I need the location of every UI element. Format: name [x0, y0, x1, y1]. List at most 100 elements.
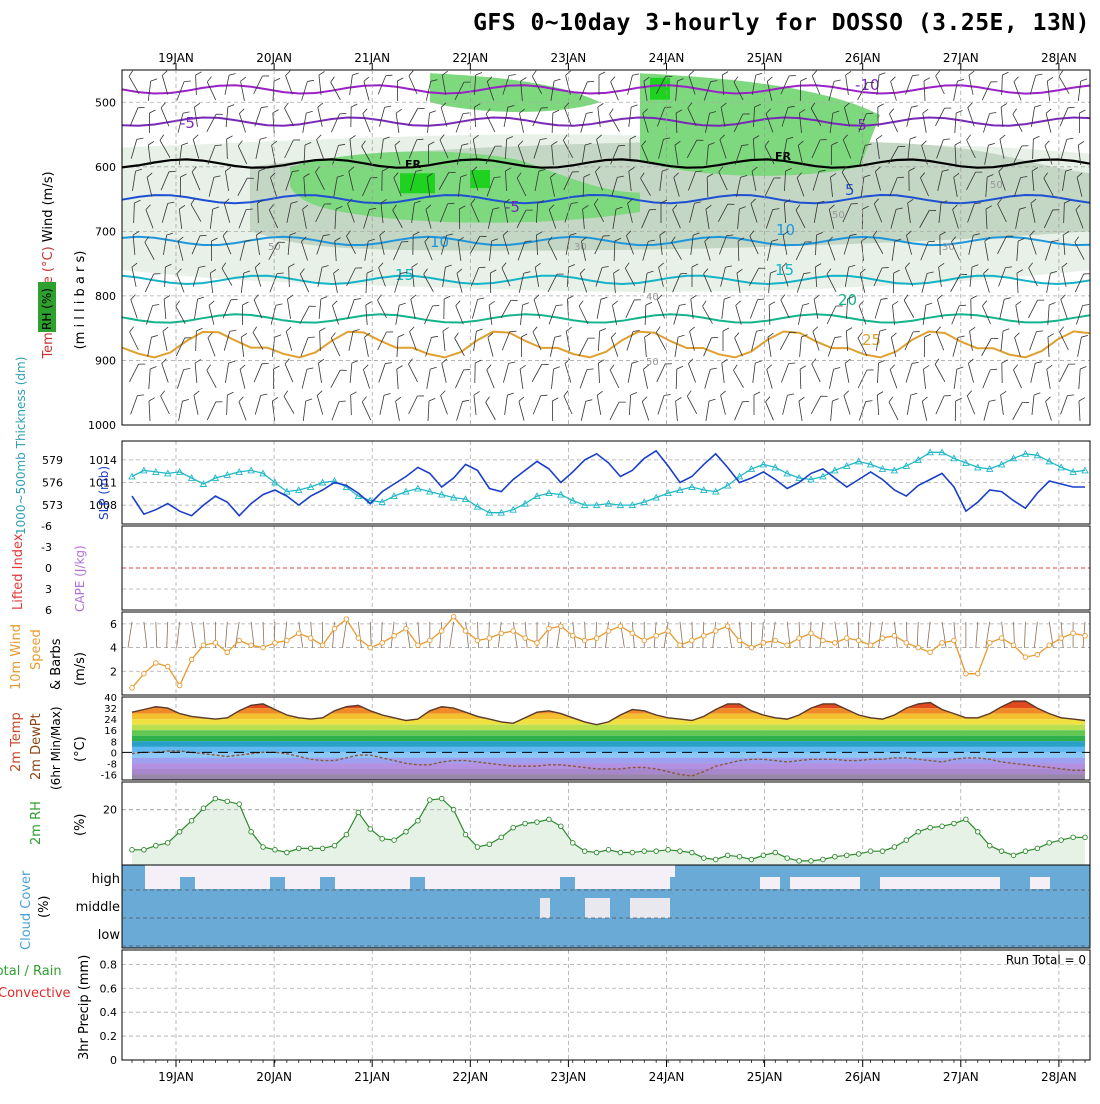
rh2m-point — [690, 850, 695, 855]
cape-panel — [122, 526, 1090, 610]
wind-speed-point — [904, 641, 909, 646]
upper-air-tick-label: 900 — [95, 354, 116, 367]
wind-speed-point — [702, 633, 707, 638]
rh2m-point — [189, 818, 194, 823]
temp-tick-label: 32 — [104, 704, 117, 715]
high-cloud-gap — [145, 877, 180, 889]
wind10m-panel — [122, 612, 1090, 695]
rh2m-point — [904, 838, 909, 843]
wind-speed-point — [582, 638, 587, 643]
precip-tick-label: 0.2 — [100, 1030, 118, 1043]
top-date-label: 27JAN — [943, 51, 979, 65]
rh-contour-label: 50 — [832, 210, 845, 221]
wind10m-ylabel-1: 10m Wind — [9, 624, 24, 690]
rh2m-point — [570, 841, 575, 846]
wind-speed-point — [547, 626, 552, 631]
temp-band-low — [132, 752, 1085, 758]
temp-tick-label: -16 — [101, 770, 117, 781]
rh2m-point — [1011, 853, 1016, 858]
wind10m-ylabel-2: Speed — [29, 629, 44, 670]
precip-panel-bg — [122, 950, 1090, 1060]
rh2m-point — [749, 857, 754, 862]
bottom-date-label: 23JAN — [551, 1070, 587, 1084]
temp-band-low — [132, 741, 1085, 747]
precip-tick-label: 0.8 — [100, 958, 118, 971]
rh2m-point — [844, 853, 849, 858]
wind-speed-point — [296, 631, 301, 636]
rh2m-point — [678, 849, 683, 854]
wind-speed-point — [654, 633, 659, 638]
cape-tick-label: 0 — [45, 562, 52, 575]
rh2m-point — [201, 806, 206, 811]
rh2m-point — [952, 821, 957, 826]
cape-tick-label: 3 — [45, 583, 52, 596]
mid-cloud-gap — [585, 898, 610, 918]
upper-air-tick-label: 500 — [95, 96, 116, 109]
rh2m-point — [1059, 838, 1064, 843]
wind-speed-point — [975, 671, 980, 676]
rh2m-point — [511, 825, 516, 830]
temp-ylabel-1: 2m Temp — [9, 712, 24, 772]
pressure-ylabel: (m i l l i b a r s) — [73, 251, 88, 350]
contour-label: FR — [775, 150, 792, 163]
wind-speed-point — [511, 629, 516, 634]
wind-speed-point — [964, 671, 969, 676]
high-cloud-gap — [790, 877, 860, 889]
rh2m-point — [594, 850, 599, 855]
temp-ylabel-2: 2m DewPt — [29, 713, 44, 780]
wind-speed-point — [594, 636, 599, 641]
rh2m-point — [368, 827, 373, 832]
wind-speed-point — [713, 629, 718, 634]
wind-speed-point — [177, 683, 182, 688]
thickness-ylabel: 1000~500mb Thickness (dm) — [14, 357, 28, 535]
rh2m-point — [975, 830, 980, 835]
rh2m-point — [332, 843, 337, 848]
high-cloud-gap — [195, 877, 270, 889]
rh2m-point — [213, 796, 218, 801]
temp-band-low — [132, 763, 1085, 769]
wind-speed-point — [416, 643, 421, 648]
wind-speed-point — [142, 671, 147, 676]
wind-speed-point — [618, 624, 623, 629]
temp-band-low — [132, 747, 1085, 753]
top-date-label: 25JAN — [747, 51, 783, 65]
rh2m-point — [356, 810, 361, 815]
top-date-label: 28JAN — [1041, 51, 1077, 65]
wind-speed-point — [987, 641, 992, 646]
wind-speed-point — [499, 631, 504, 636]
rh2m-point — [1023, 849, 1028, 854]
rh2m-point — [999, 849, 1004, 854]
cloud-yunit: (%) — [37, 896, 52, 919]
wind-speed-point — [821, 638, 826, 643]
rh2m-point — [165, 841, 170, 846]
wind-speed-point — [737, 638, 742, 643]
precip-panel — [122, 950, 1090, 1060]
wind-speed-point — [380, 641, 385, 646]
contour-label: 10 — [776, 221, 795, 239]
wind-speed-point — [249, 643, 254, 648]
bottom-date-label: 28JAN — [1041, 1070, 1077, 1084]
wind-speed-point — [213, 641, 218, 646]
wind-speed-point — [1059, 636, 1064, 641]
mid-cloud-gap — [540, 898, 550, 918]
rh-shade-90-b — [470, 170, 490, 188]
high-cloud-gap — [335, 877, 410, 889]
rh2m-point — [177, 830, 182, 835]
temp2m-panel — [122, 697, 1090, 780]
contour-label: FR — [405, 158, 422, 171]
rh2m-point — [523, 821, 528, 826]
upper-air-tick-label: 800 — [95, 290, 116, 303]
temp-band — [122, 725, 1090, 731]
wind-speed-point — [999, 636, 1004, 641]
cape-tick-label: 6 — [45, 604, 52, 617]
rh2m-point — [416, 818, 421, 823]
rh2m-point — [916, 830, 921, 835]
rh2m-point — [535, 820, 540, 825]
rh2m-point — [547, 817, 552, 822]
rh2m-point — [606, 847, 611, 852]
upper-air-tick-label: 700 — [95, 225, 116, 238]
wind-speed-point — [130, 686, 135, 691]
wind-speed-point — [165, 664, 170, 669]
top-date-label: 24JAN — [649, 51, 685, 65]
